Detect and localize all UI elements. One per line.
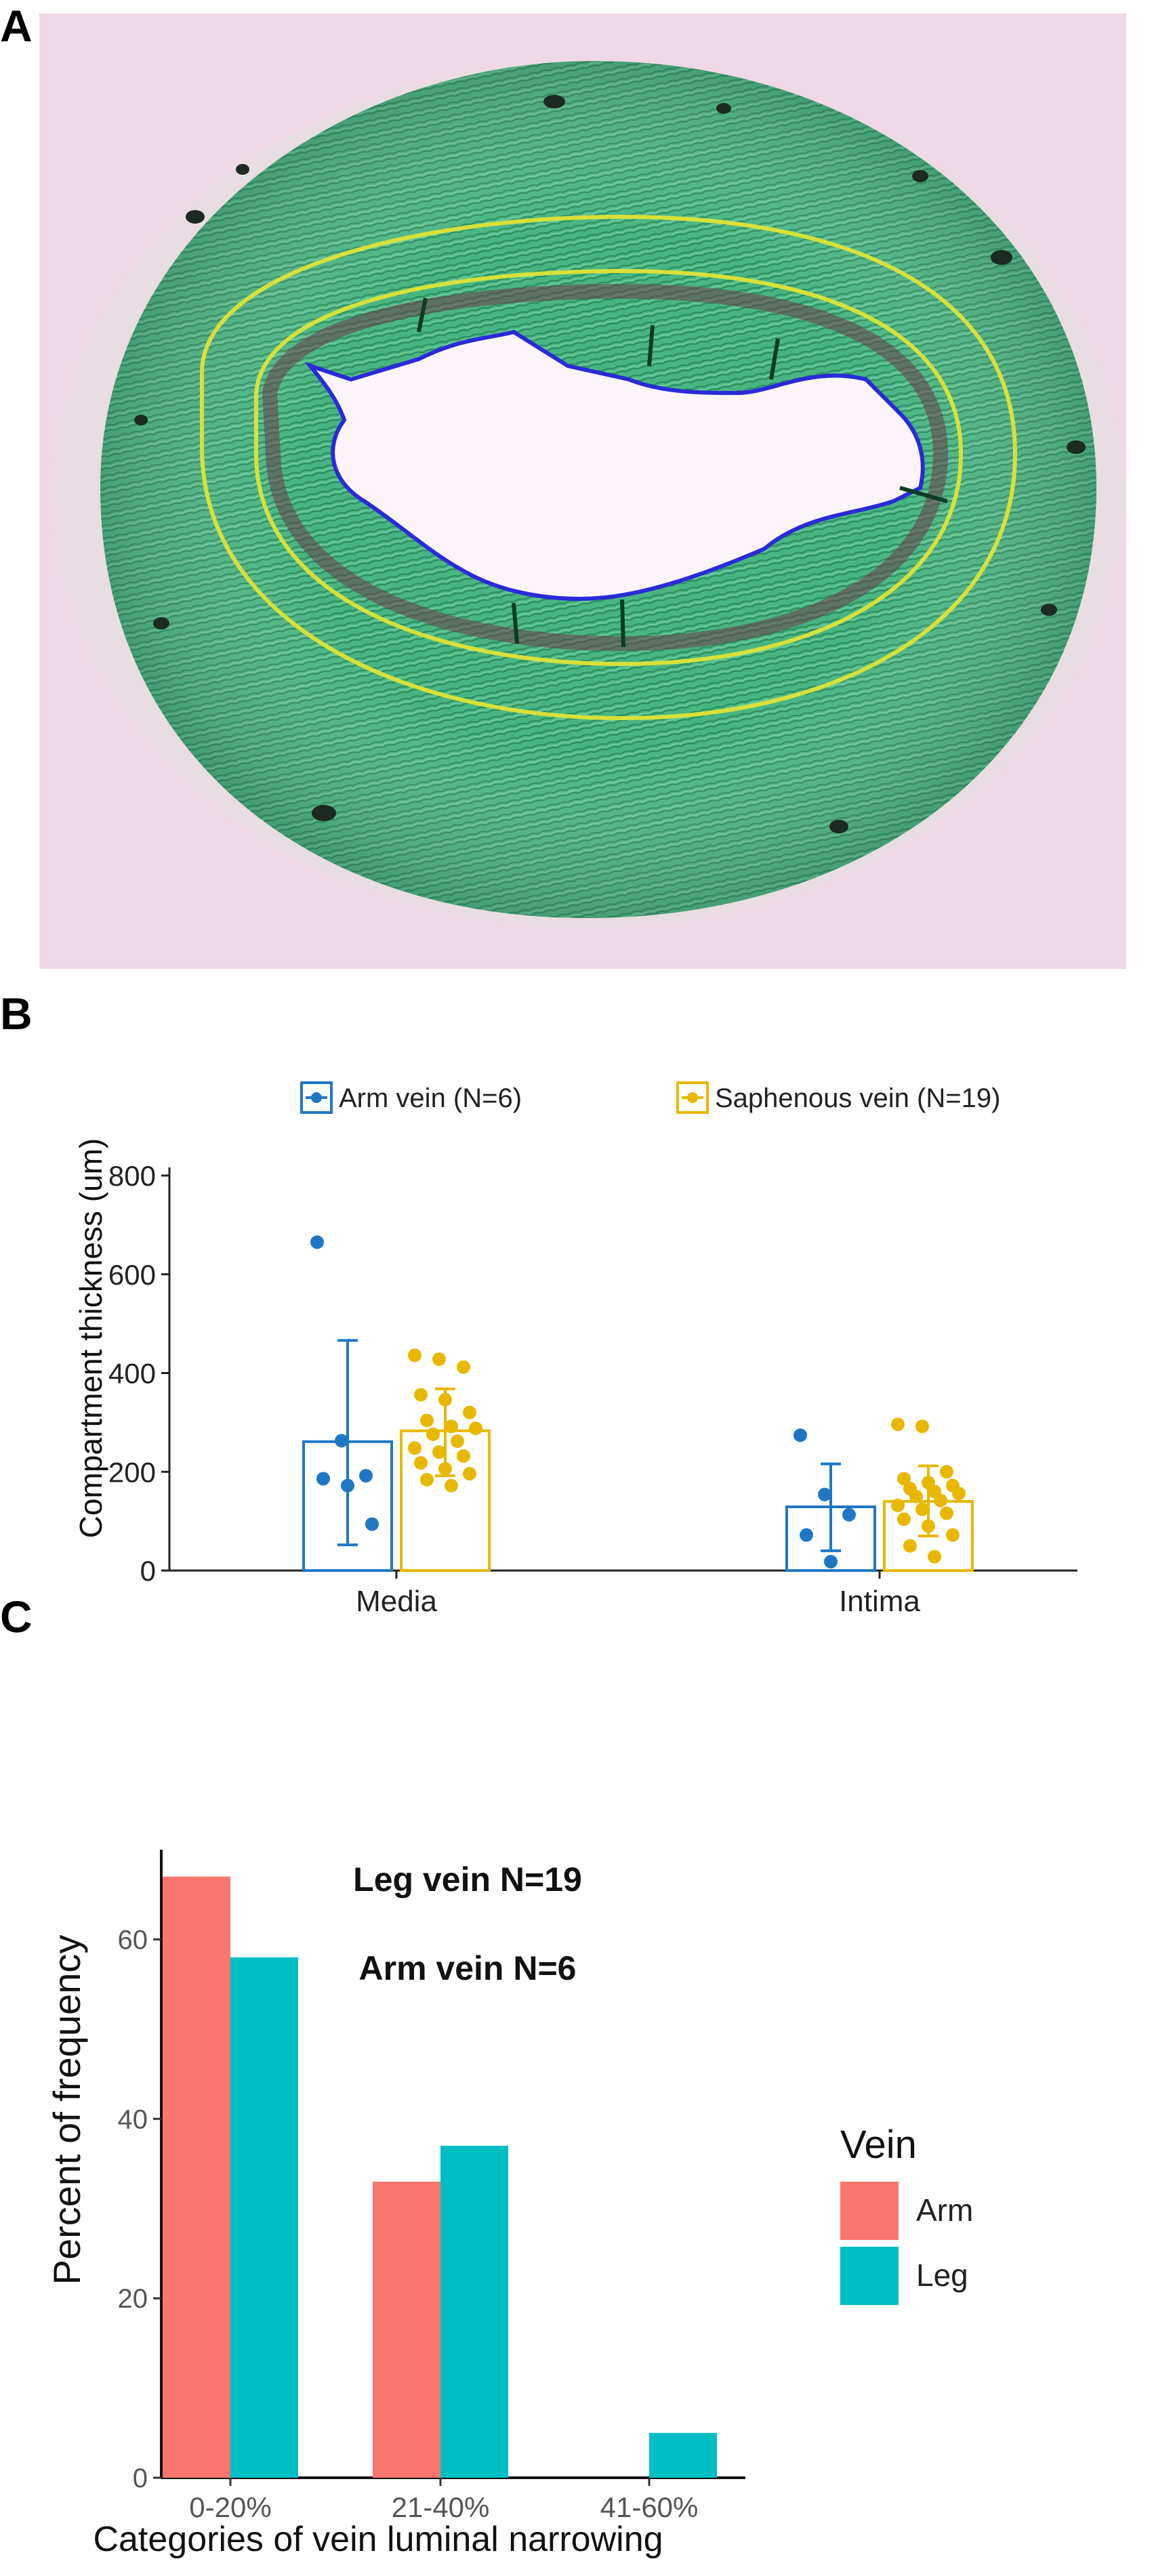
- legend-swatch-leg: [840, 2247, 899, 2305]
- legend-label-saphenous: Saphenous vein (N=19): [715, 1083, 1000, 1113]
- chart-b-data-point: [365, 1517, 379, 1531]
- chart-b-data-point: [457, 1449, 470, 1463]
- chart-b-y-tick-label: 200: [108, 1456, 156, 1488]
- chart-b-data-point: [915, 1419, 929, 1434]
- legend-key-saphenous-vein: Saphenous vein (N=19): [676, 1081, 1000, 1114]
- chart-b-data-point: [940, 1506, 953, 1520]
- chart-b-data-point: [445, 1419, 458, 1434]
- chart-b-data-point: [432, 1352, 446, 1367]
- chart-c-y-tick-label: 0: [133, 2464, 148, 2493]
- chart-b-data-point: [824, 1554, 838, 1569]
- chart-b-data-point: [946, 1528, 960, 1542]
- chart-b-data-point: [842, 1508, 856, 1522]
- chart-b-data-point: [818, 1487, 831, 1501]
- chart-c-plot-area: 0 20 40 60 0-20% 21-40% 41-60%: [118, 1850, 745, 2523]
- chart-c-bar: [649, 2432, 717, 2478]
- chart-b-data-point: [922, 1519, 935, 1533]
- chart-b-data-point: [420, 1413, 434, 1428]
- chart-b-data-point: [794, 1428, 807, 1442]
- chart-b-data-point: [438, 1461, 452, 1476]
- chart-b-data-point: [469, 1421, 482, 1436]
- chart-b-data-point: [897, 1512, 911, 1526]
- chart-b-data-point: [445, 1478, 458, 1493]
- chart-c-y-tick-label: 40: [118, 2104, 148, 2134]
- chart-b-y-tick-label: 400: [108, 1358, 156, 1390]
- chart-b-data-point: [310, 1235, 324, 1249]
- chart-b-data-point: [451, 1434, 464, 1449]
- chart-c-bar: [230, 1957, 298, 2478]
- chart-c-y-axis-label: Percent of frequency: [45, 1935, 88, 2285]
- chart-b-data-point: [316, 1472, 330, 1486]
- intima-band: [262, 283, 949, 652]
- chart-b-data-point: [457, 1360, 470, 1374]
- chart-b-data-point: [359, 1469, 373, 1483]
- lumen-boundary: [304, 329, 925, 601]
- chart-b-data-point: [891, 1417, 905, 1432]
- chart-c-legend: Vein Arm Leg: [840, 2123, 973, 2305]
- chart-b-data-point: [438, 1392, 452, 1407]
- chart-b-data-point: [408, 1348, 421, 1363]
- luminal-narrowing-chart: Percent of frequency Categories of vein …: [45, 1850, 973, 2559]
- panel-label-a: A: [0, 1, 33, 51]
- chart-c-bar: [163, 1876, 230, 2478]
- chart-b-data-point: [915, 1502, 929, 1516]
- chart-b-y-tick-label: 0: [140, 1555, 156, 1587]
- chart-c-x-axis-label: Categories of vein luminal narrowing: [93, 2520, 663, 2559]
- intima-fissures: [417, 297, 948, 648]
- legend-label-arm: Arm vein (N=6): [339, 1083, 522, 1113]
- chart-b-data-point: [800, 1528, 813, 1542]
- chart-b-x-tick-label: Intima: [839, 1585, 920, 1618]
- chart-b-data-point: [897, 1472, 911, 1486]
- legend-key-arm-vein: Arm vein (N=6): [300, 1081, 522, 1114]
- chart-c-x-tick-label: 0-20%: [189, 2491, 271, 2523]
- chart-b-data-point: [909, 1489, 923, 1503]
- panel-label-c: C: [0, 1592, 33, 1642]
- chart-c-y-tick-label: 20: [118, 2284, 148, 2314]
- legend-label-leg-c: Leg: [916, 2258, 968, 2293]
- chart-b-data-point: [341, 1478, 354, 1493]
- chart-b-data-point: [432, 1445, 446, 1459]
- chart-b-data-point: [952, 1487, 966, 1501]
- chart-b-y-tick-label: 800: [108, 1160, 156, 1192]
- annotation-leg-vein-n: Leg vein N=19: [353, 1861, 582, 1898]
- chart-b-data-point: [463, 1467, 476, 1481]
- chart-b-data-point: [408, 1441, 421, 1455]
- legend-label-arm-c: Arm: [916, 2193, 973, 2228]
- vasa-vasorum-dots: [134, 95, 1086, 833]
- chart-b-data-point: [463, 1405, 476, 1419]
- chart-b-data-point: [414, 1388, 428, 1402]
- chart-b-y-tick-label: 600: [108, 1259, 156, 1291]
- chart-c-x-tick-label: 21-40%: [392, 2491, 490, 2523]
- media-inner-boundary: [254, 268, 964, 667]
- chart-c-bar: [373, 2181, 440, 2478]
- media-outer-boundary: [200, 214, 1018, 721]
- vein-cross-section-micrograph: [39, 14, 1126, 969]
- legend-title-vein: Vein: [840, 2123, 917, 2167]
- chart-b-legend: Arm vein (N=6) Saphenous vein (N=19): [300, 1081, 1000, 1114]
- chart-b-x-tick-label: Media: [356, 1585, 437, 1618]
- panel-label-b: B: [0, 989, 33, 1039]
- chart-b-data-point: [891, 1498, 905, 1512]
- chart-b-data-point: [940, 1465, 953, 1479]
- chart-c-x-tick-label: 41-60%: [600, 2491, 699, 2523]
- chart-b-data-point: [335, 1434, 348, 1448]
- chart-b-data-point: [903, 1539, 917, 1553]
- chart-b-y-axis-label: Compartment thickness (um): [73, 1138, 108, 1539]
- compartment-thickness-chart: Arm vein (N=6) Saphenous vein (N=19) Com…: [73, 1081, 1077, 1618]
- chart-b-data-point: [426, 1427, 440, 1441]
- chart-b-data-point: [934, 1493, 947, 1508]
- chart-b-data-point: [928, 1550, 941, 1564]
- annotation-arm-vein-n: Arm vein N=6: [359, 1949, 577, 1987]
- chart-b-data-point: [414, 1456, 428, 1470]
- chart-c-y-tick-label: 60: [118, 1925, 148, 1955]
- legend-swatch-arm: [840, 2182, 899, 2240]
- chart-b-data-point: [420, 1472, 434, 1487]
- chart-b-plot-area: 0 200 400 600 800 Media Intima: [108, 1160, 1077, 1618]
- chart-c-bar: [440, 2146, 508, 2478]
